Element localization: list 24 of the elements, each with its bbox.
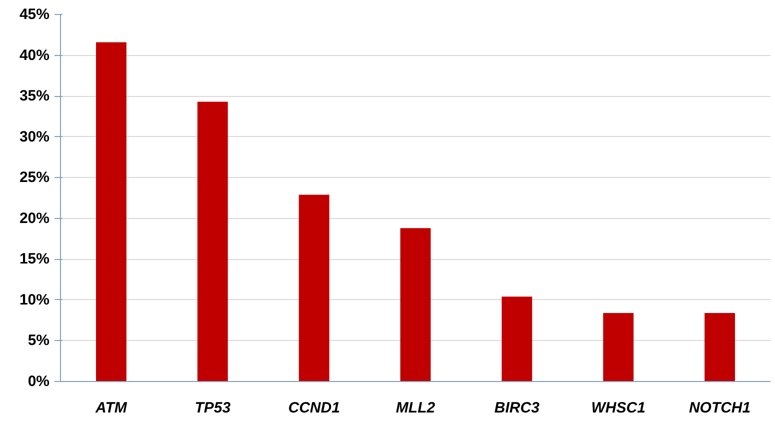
bar <box>96 42 126 382</box>
y-tick-label: 40% <box>19 46 50 64</box>
x-tick-label: MLL2 <box>396 400 436 416</box>
bar <box>704 312 735 382</box>
x-tick-label: TP53 <box>194 400 232 416</box>
x-tick-label: BIRC3 <box>494 400 540 416</box>
bar <box>197 102 228 382</box>
bar <box>502 296 532 382</box>
x-tick-label: WHSC1 <box>591 400 646 416</box>
y-tick-label: 35% <box>19 88 50 105</box>
bar <box>400 228 431 382</box>
bar <box>298 194 330 382</box>
x-tick-label: ATM <box>94 400 128 416</box>
y-tick-label: 15% <box>19 250 50 268</box>
y-tick-label: 0% <box>28 373 50 390</box>
y-tick-label: 30% <box>19 128 50 146</box>
y-tick-label: 25% <box>19 169 50 186</box>
x-tick-label: CCND1 <box>288 400 340 416</box>
y-tick-label: 5% <box>28 332 50 350</box>
y-tick-label: 45% <box>19 6 50 23</box>
y-tick-label: 10% <box>19 291 50 308</box>
x-tick-label: NOTCH1 <box>688 400 751 416</box>
y-tick-label: 20% <box>19 210 50 227</box>
bar <box>603 312 634 382</box>
